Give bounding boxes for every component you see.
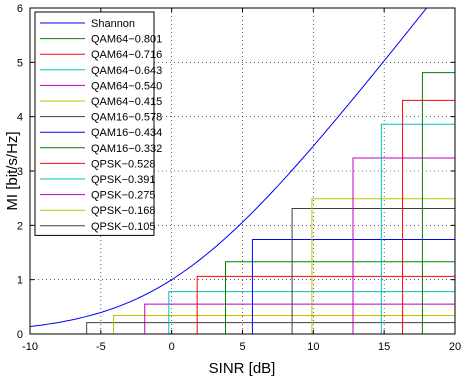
x-tick-label: 5 [239, 341, 245, 353]
legend-label: QPSK−0.168 [91, 205, 156, 217]
x-tick-label: -5 [96, 341, 106, 353]
legend-label: QAM64−0.716 [91, 49, 162, 61]
series-line [30, 99, 455, 334]
legend-label: QAM64−0.801 [91, 34, 162, 46]
y-axis-label: MI [bit/s/Hz] [4, 131, 21, 210]
y-tick-label: 1 [17, 275, 23, 287]
series-line [30, 123, 455, 334]
y-tick-label: 6 [17, 3, 23, 15]
grid-lines [30, 8, 455, 334]
x-axis-label: SINR [dB] [209, 360, 276, 377]
legend-label: QPSK−0.528 [91, 158, 156, 170]
legend-label: QAM16−0.332 [91, 143, 162, 155]
legend-label: QAM64−0.643 [91, 65, 162, 77]
x-tick-label: -10 [22, 341, 38, 353]
legend-label: QAM16−0.434 [91, 127, 162, 139]
series-line [30, 207, 455, 334]
x-tick-label: 0 [169, 341, 175, 353]
series-line [30, 315, 455, 334]
series-line [30, 198, 455, 334]
series-line [30, 238, 455, 334]
y-tick-label: 3 [17, 166, 23, 178]
legend-box [34, 11, 155, 236]
y-tick-label: 2 [17, 220, 23, 232]
legend-label: QAM64−0.415 [91, 96, 162, 108]
x-tick-label: 20 [449, 341, 461, 353]
x-tick-label: 10 [307, 341, 319, 353]
axis-ticks: -10 -5 0 5 10 15 20 0 1 2 3 4 5 6 [17, 3, 461, 353]
y-tick-label: 4 [17, 112, 23, 124]
legend-label: QPSK−0.275 [91, 190, 156, 202]
shannon-curve [30, 8, 428, 328]
legend-label: QAM16−0.578 [91, 112, 162, 124]
y-tick-label: 0 [17, 329, 23, 341]
legend-label: QAM64−0.540 [91, 80, 162, 92]
series-layer [30, 8, 455, 334]
legend: Shannon QAM64−0.801 QAM64−0.716 QAM64−0.643… [34, 11, 162, 236]
series-line [30, 72, 455, 334]
legend-label: QPSK−0.105 [91, 221, 156, 233]
x-tick-label: 15 [378, 341, 390, 353]
y-tick-label: 5 [17, 57, 23, 69]
series-line [30, 303, 455, 334]
series-line [30, 322, 455, 334]
legend-label: QPSK−0.391 [91, 174, 156, 186]
legend-label: Shannon [91, 18, 135, 30]
series-line [30, 157, 455, 334]
series-line [30, 261, 455, 334]
series-line [30, 275, 455, 334]
